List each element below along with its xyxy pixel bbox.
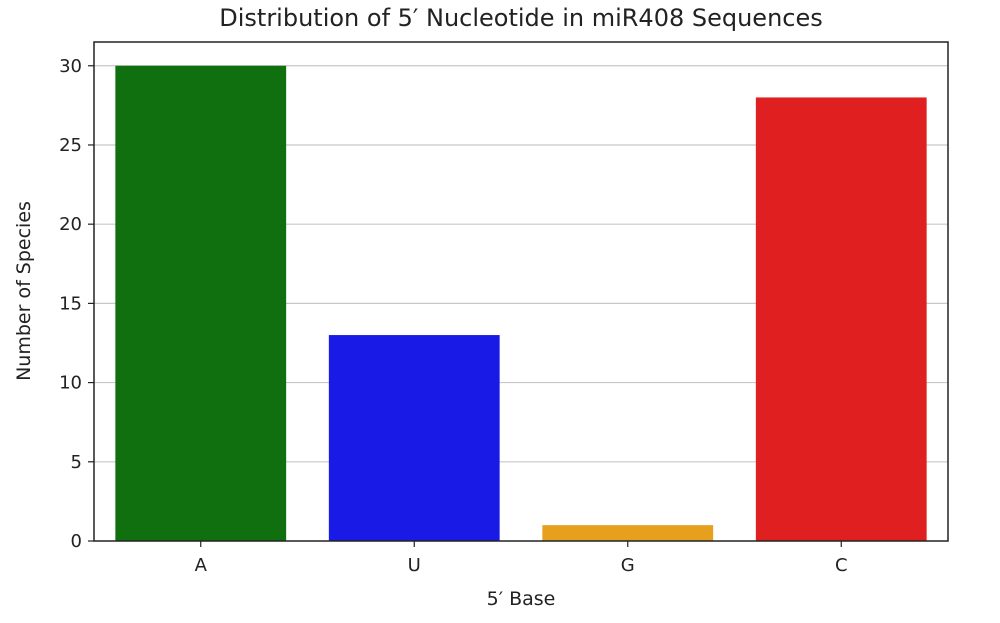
y-tick-label: 30 [59,56,82,77]
y-tick-label: 10 [59,373,82,394]
bars [115,65,927,541]
bar-c [755,97,927,541]
chart-title: Distribution of 5′ Nucleotide in miR408 … [219,4,823,32]
x-tick-label-a: A [195,555,208,576]
y-axis-title: Number of Species [13,201,35,381]
y-tick-label: 20 [59,214,82,235]
plot-frame [93,41,949,542]
y-tick-label: 15 [59,293,82,314]
y-tick-label: 0 [71,531,82,552]
x-tick-label-u: U [408,555,421,576]
x-axis-title: 5′ Base [487,588,556,610]
x-tick-label-g: G [621,555,635,576]
bar-a [115,65,287,541]
y-tick-label: 5 [71,452,82,473]
x-tick-label-c: C [835,555,848,576]
y-tick-label: 25 [59,135,82,156]
bar-u [328,335,500,541]
y-axis-ticks: 0 5 10 15 20 25 30 [59,56,94,552]
bar-g [542,525,714,541]
